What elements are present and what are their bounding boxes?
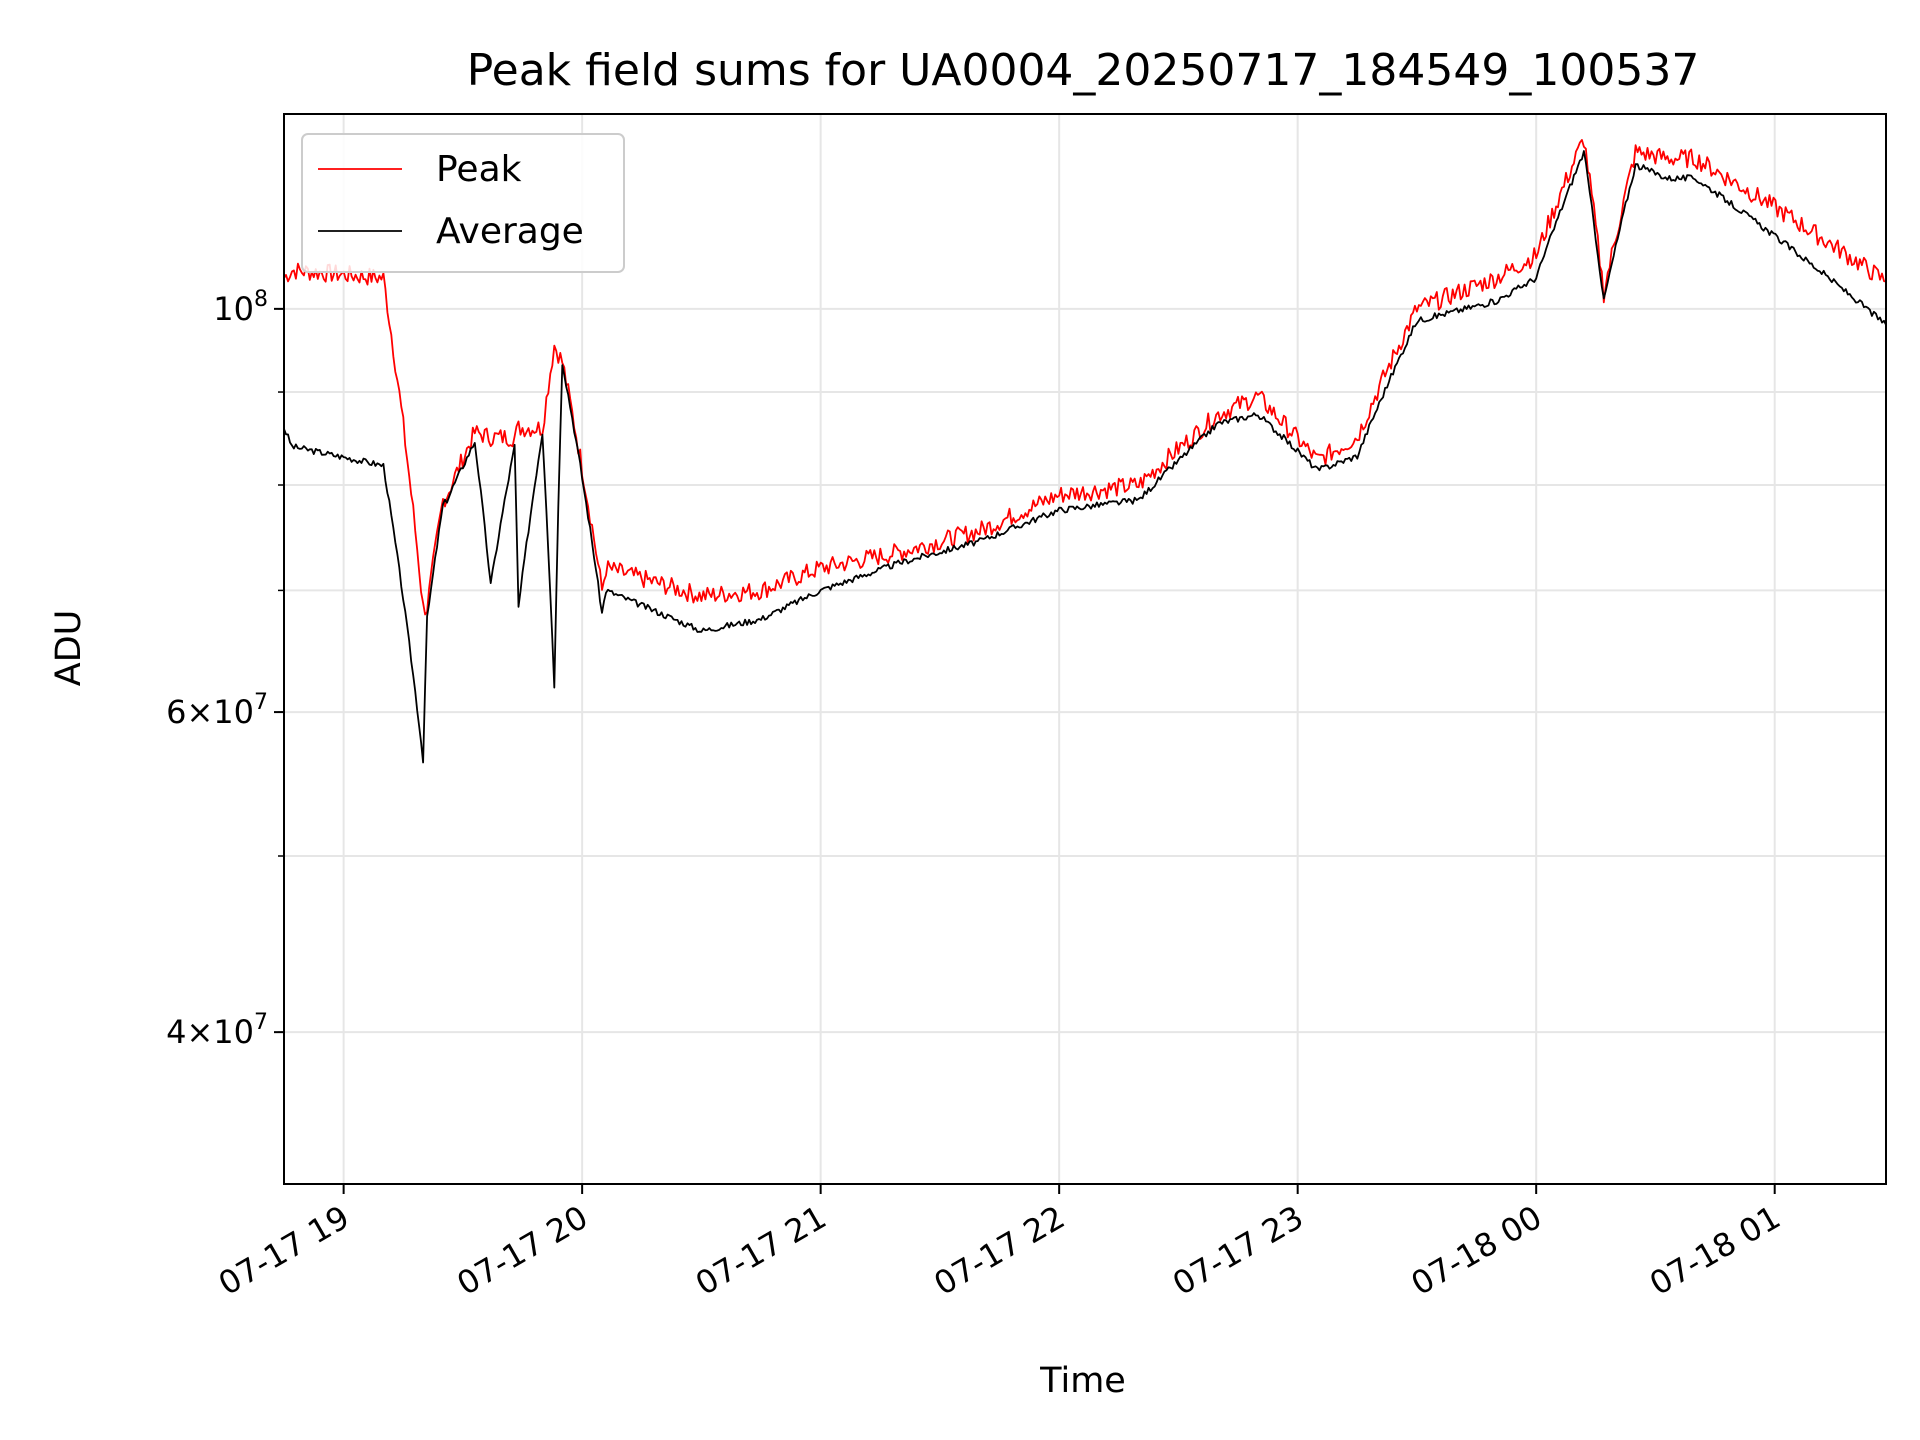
y-tick-label: 4×107 xyxy=(166,1010,268,1051)
y-tick-label: 108 xyxy=(213,287,268,328)
y-tick-label: 6×107 xyxy=(166,690,268,731)
legend-peak-label: Peak xyxy=(436,149,522,190)
legend: Peak Average xyxy=(301,133,625,273)
y-axis-label: ADU xyxy=(49,610,89,687)
legend-average-label: Average xyxy=(436,211,584,252)
x-axis-label: Time xyxy=(1039,1361,1126,1401)
series-line-average xyxy=(283,150,1887,764)
plot-frame xyxy=(283,113,1887,1185)
y-axis: 4×107 6×107 108 xyxy=(166,287,284,1051)
chart-title: Peak field sums for UA0004_20250717_1845… xyxy=(467,45,1700,96)
series-line-peak xyxy=(283,139,1887,616)
plot-area xyxy=(283,139,1887,764)
